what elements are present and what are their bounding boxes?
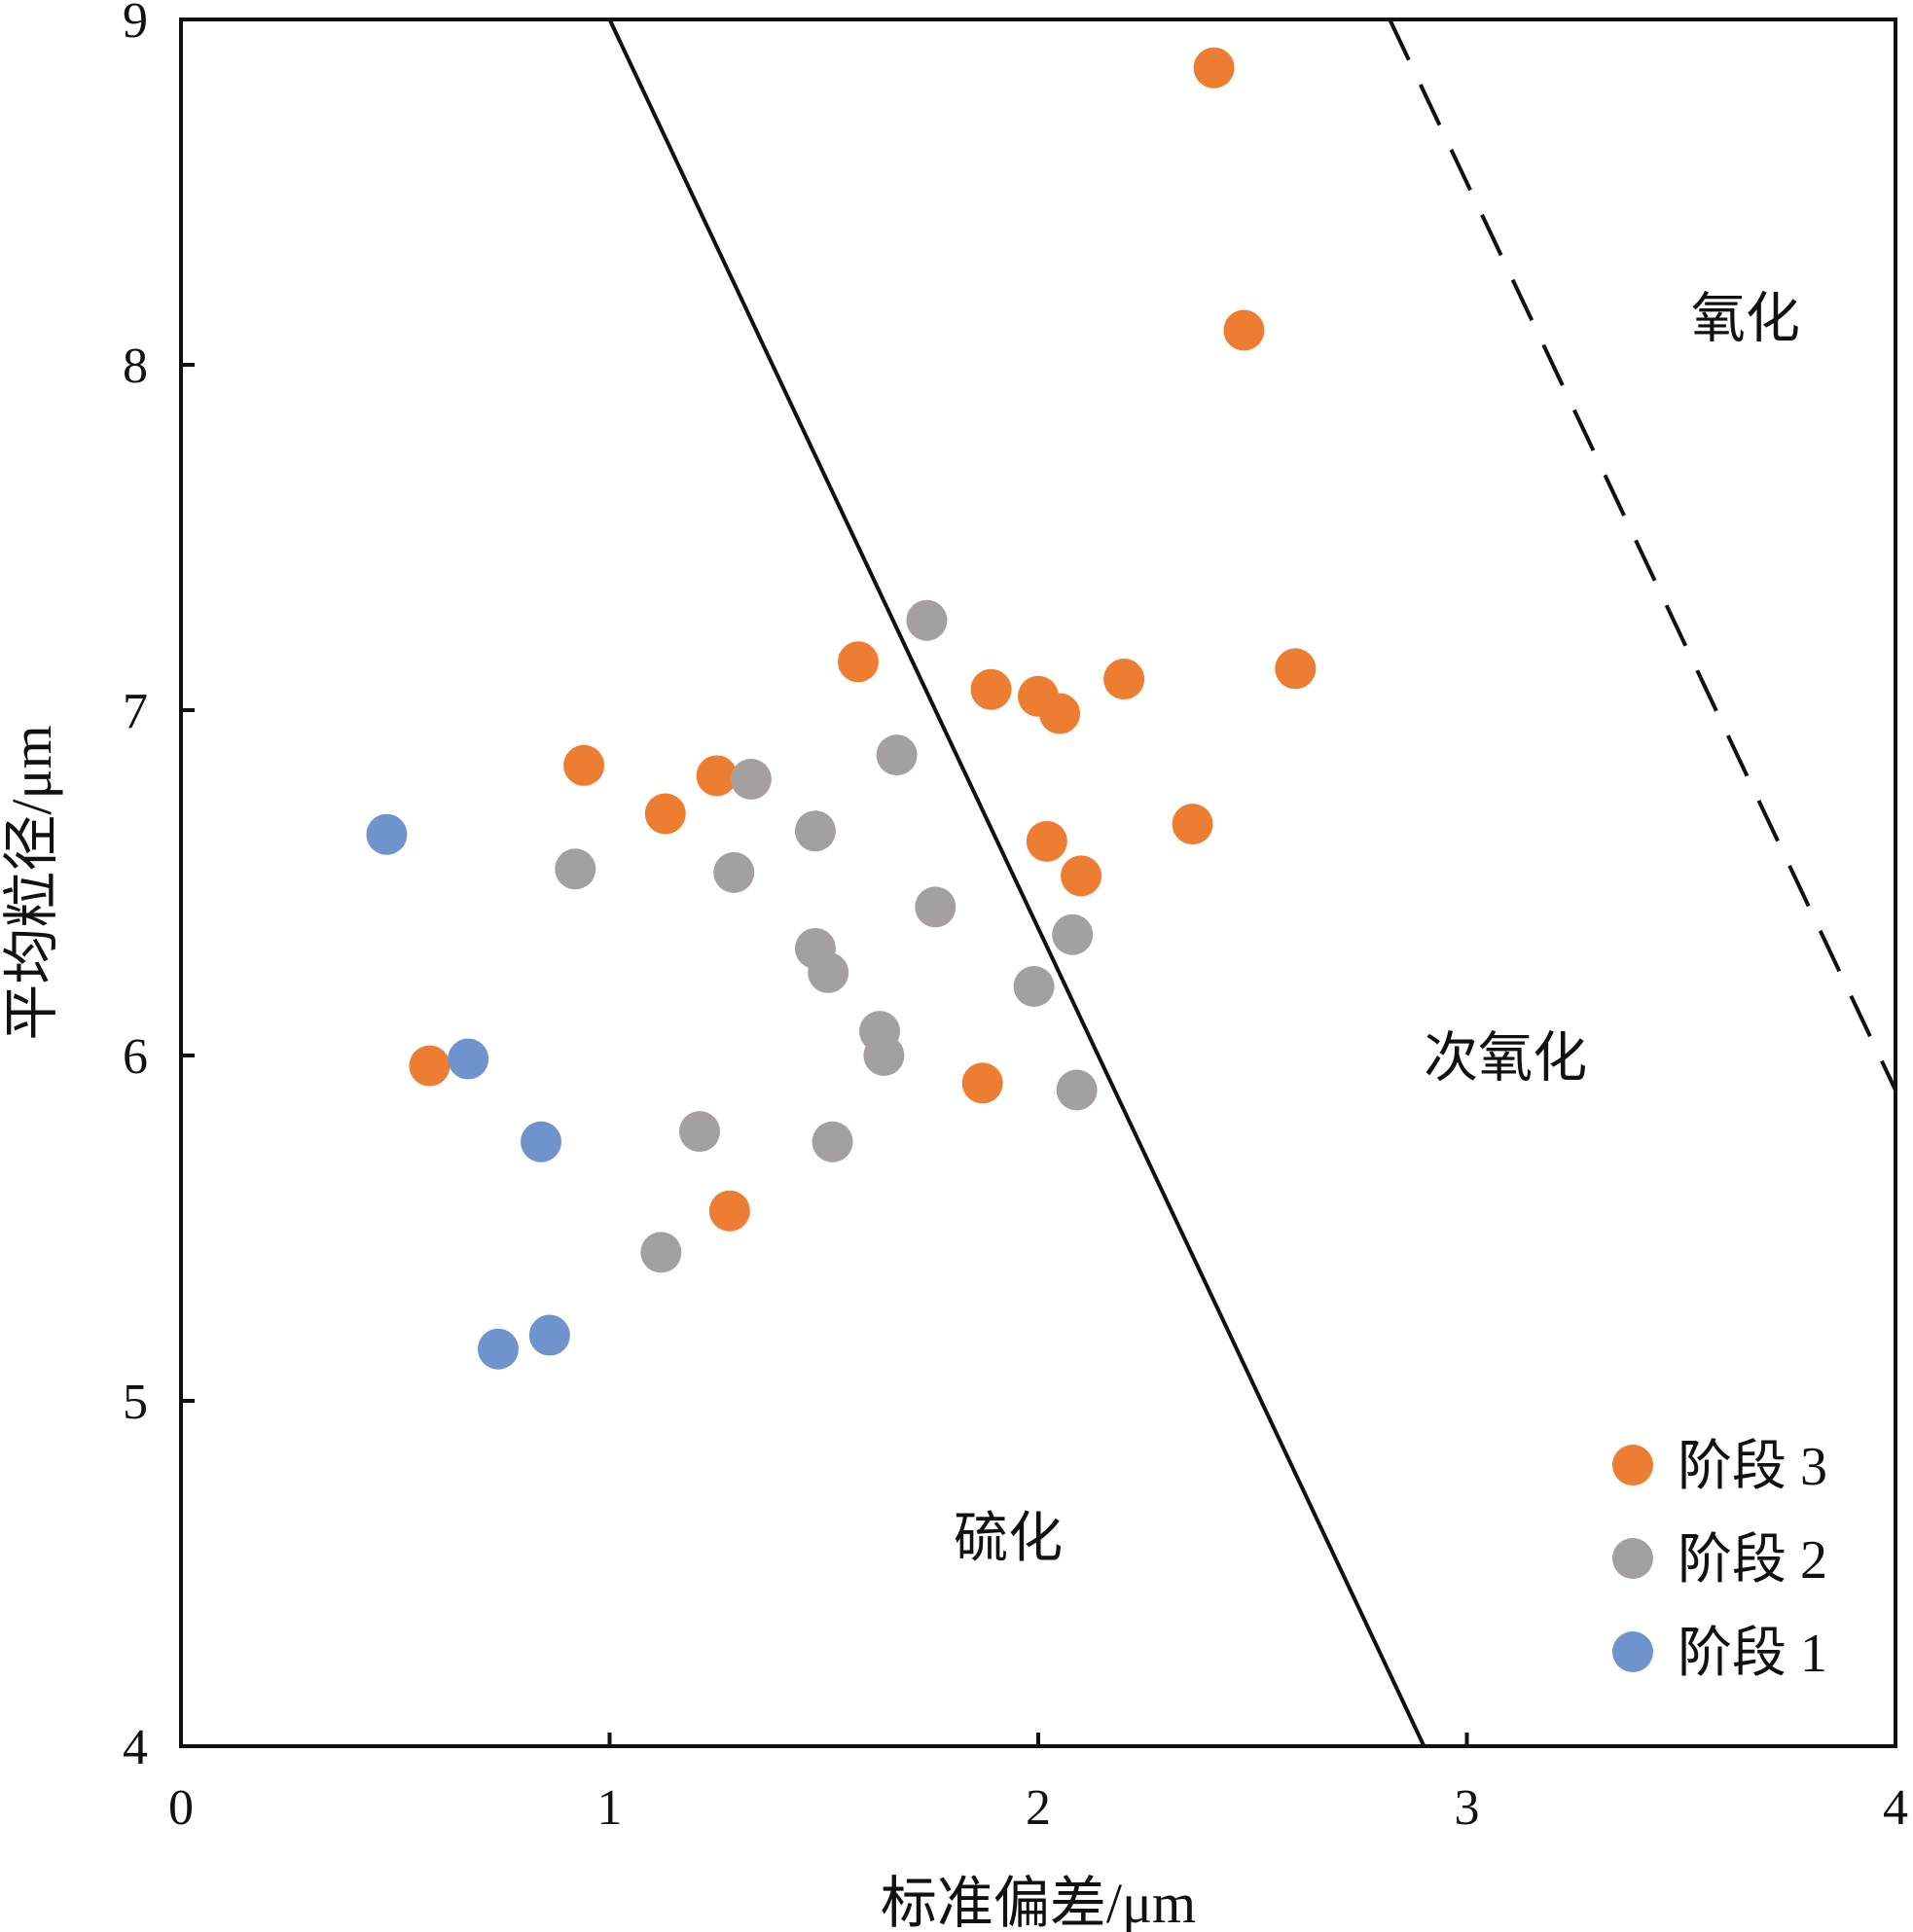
- data-point: [521, 1121, 562, 1163]
- data-point: [812, 1121, 853, 1163]
- data-point: [555, 848, 596, 890]
- data-point: [477, 1328, 519, 1370]
- x-tick-label: 0: [168, 1780, 194, 1836]
- y-tick-label: 9: [123, 0, 148, 49]
- data-point: [528, 1314, 570, 1356]
- data-point: [563, 744, 605, 786]
- legend-label: 阶段 1: [1678, 1624, 1827, 1684]
- region-label: 硫化: [954, 1509, 1063, 1569]
- data-points: [366, 47, 1317, 1370]
- data-point: [1193, 47, 1235, 89]
- legend-marker: [1612, 1631, 1653, 1672]
- y-tick-label: 7: [123, 684, 148, 739]
- x-tick-label: 4: [1883, 1780, 1908, 1836]
- legend: 阶段 3 阶段 2 阶段 1: [1612, 1437, 1827, 1684]
- y-tick-label: 6: [123, 1029, 148, 1085]
- legend-label: 阶段 2: [1678, 1530, 1827, 1591]
- data-point: [448, 1038, 489, 1080]
- y-tick-label: 5: [123, 1375, 148, 1430]
- data-point: [1013, 966, 1055, 1007]
- region-label: 氧化: [1691, 290, 1800, 350]
- boundary-line-dashed: [1388, 18, 1897, 1091]
- region-labels: 硫化 次氧化 氧化: [954, 290, 1800, 1569]
- data-point: [1172, 804, 1213, 845]
- data-point: [1039, 693, 1081, 734]
- x-tick-label: 1: [597, 1780, 623, 1836]
- data-point: [837, 641, 879, 683]
- x-tick-label: 3: [1455, 1780, 1480, 1836]
- data-point: [679, 1111, 721, 1153]
- data-point: [970, 668, 1012, 710]
- data-point: [876, 734, 918, 776]
- data-point: [1223, 309, 1265, 351]
- data-point: [708, 1190, 750, 1232]
- data-point: [1103, 659, 1145, 700]
- data-point: [808, 951, 849, 993]
- data-point: [366, 813, 408, 855]
- data-point: [1052, 913, 1094, 955]
- x-tick-label: 2: [1026, 1780, 1051, 1836]
- data-point: [696, 755, 738, 797]
- region-label: 次氧化: [1424, 1028, 1587, 1089]
- boundary-line-solid: [607, 18, 1426, 1747]
- legend-label: 阶段 3: [1678, 1437, 1827, 1497]
- legend-marker: [1612, 1445, 1653, 1485]
- data-point: [713, 851, 755, 893]
- plot-frame: [179, 18, 1897, 1748]
- axis-ticks: 0 1 2 3 4 4 5 6 7 8 9: [123, 0, 1908, 1836]
- data-point: [644, 793, 686, 835]
- y-tick-label: 4: [123, 1720, 148, 1775]
- data-point: [915, 886, 956, 928]
- data-point: [409, 1045, 451, 1087]
- data-point: [1275, 648, 1317, 690]
- y-axis-label: 平均粒径/μm: [0, 725, 63, 1040]
- y-tick-label: 8: [123, 339, 148, 394]
- data-point: [961, 1062, 1003, 1104]
- data-point: [640, 1232, 682, 1273]
- data-point: [906, 599, 948, 641]
- data-point: [794, 810, 836, 852]
- boundary-lines: [607, 18, 1897, 1747]
- x-axis-label: 标准偏差/μm: [881, 1872, 1196, 1932]
- data-point: [1026, 820, 1067, 862]
- data-point: [1056, 1069, 1098, 1111]
- data-point: [1061, 855, 1102, 897]
- data-point: [730, 759, 772, 800]
- legend-marker: [1612, 1538, 1653, 1579]
- data-point: [863, 1035, 905, 1076]
